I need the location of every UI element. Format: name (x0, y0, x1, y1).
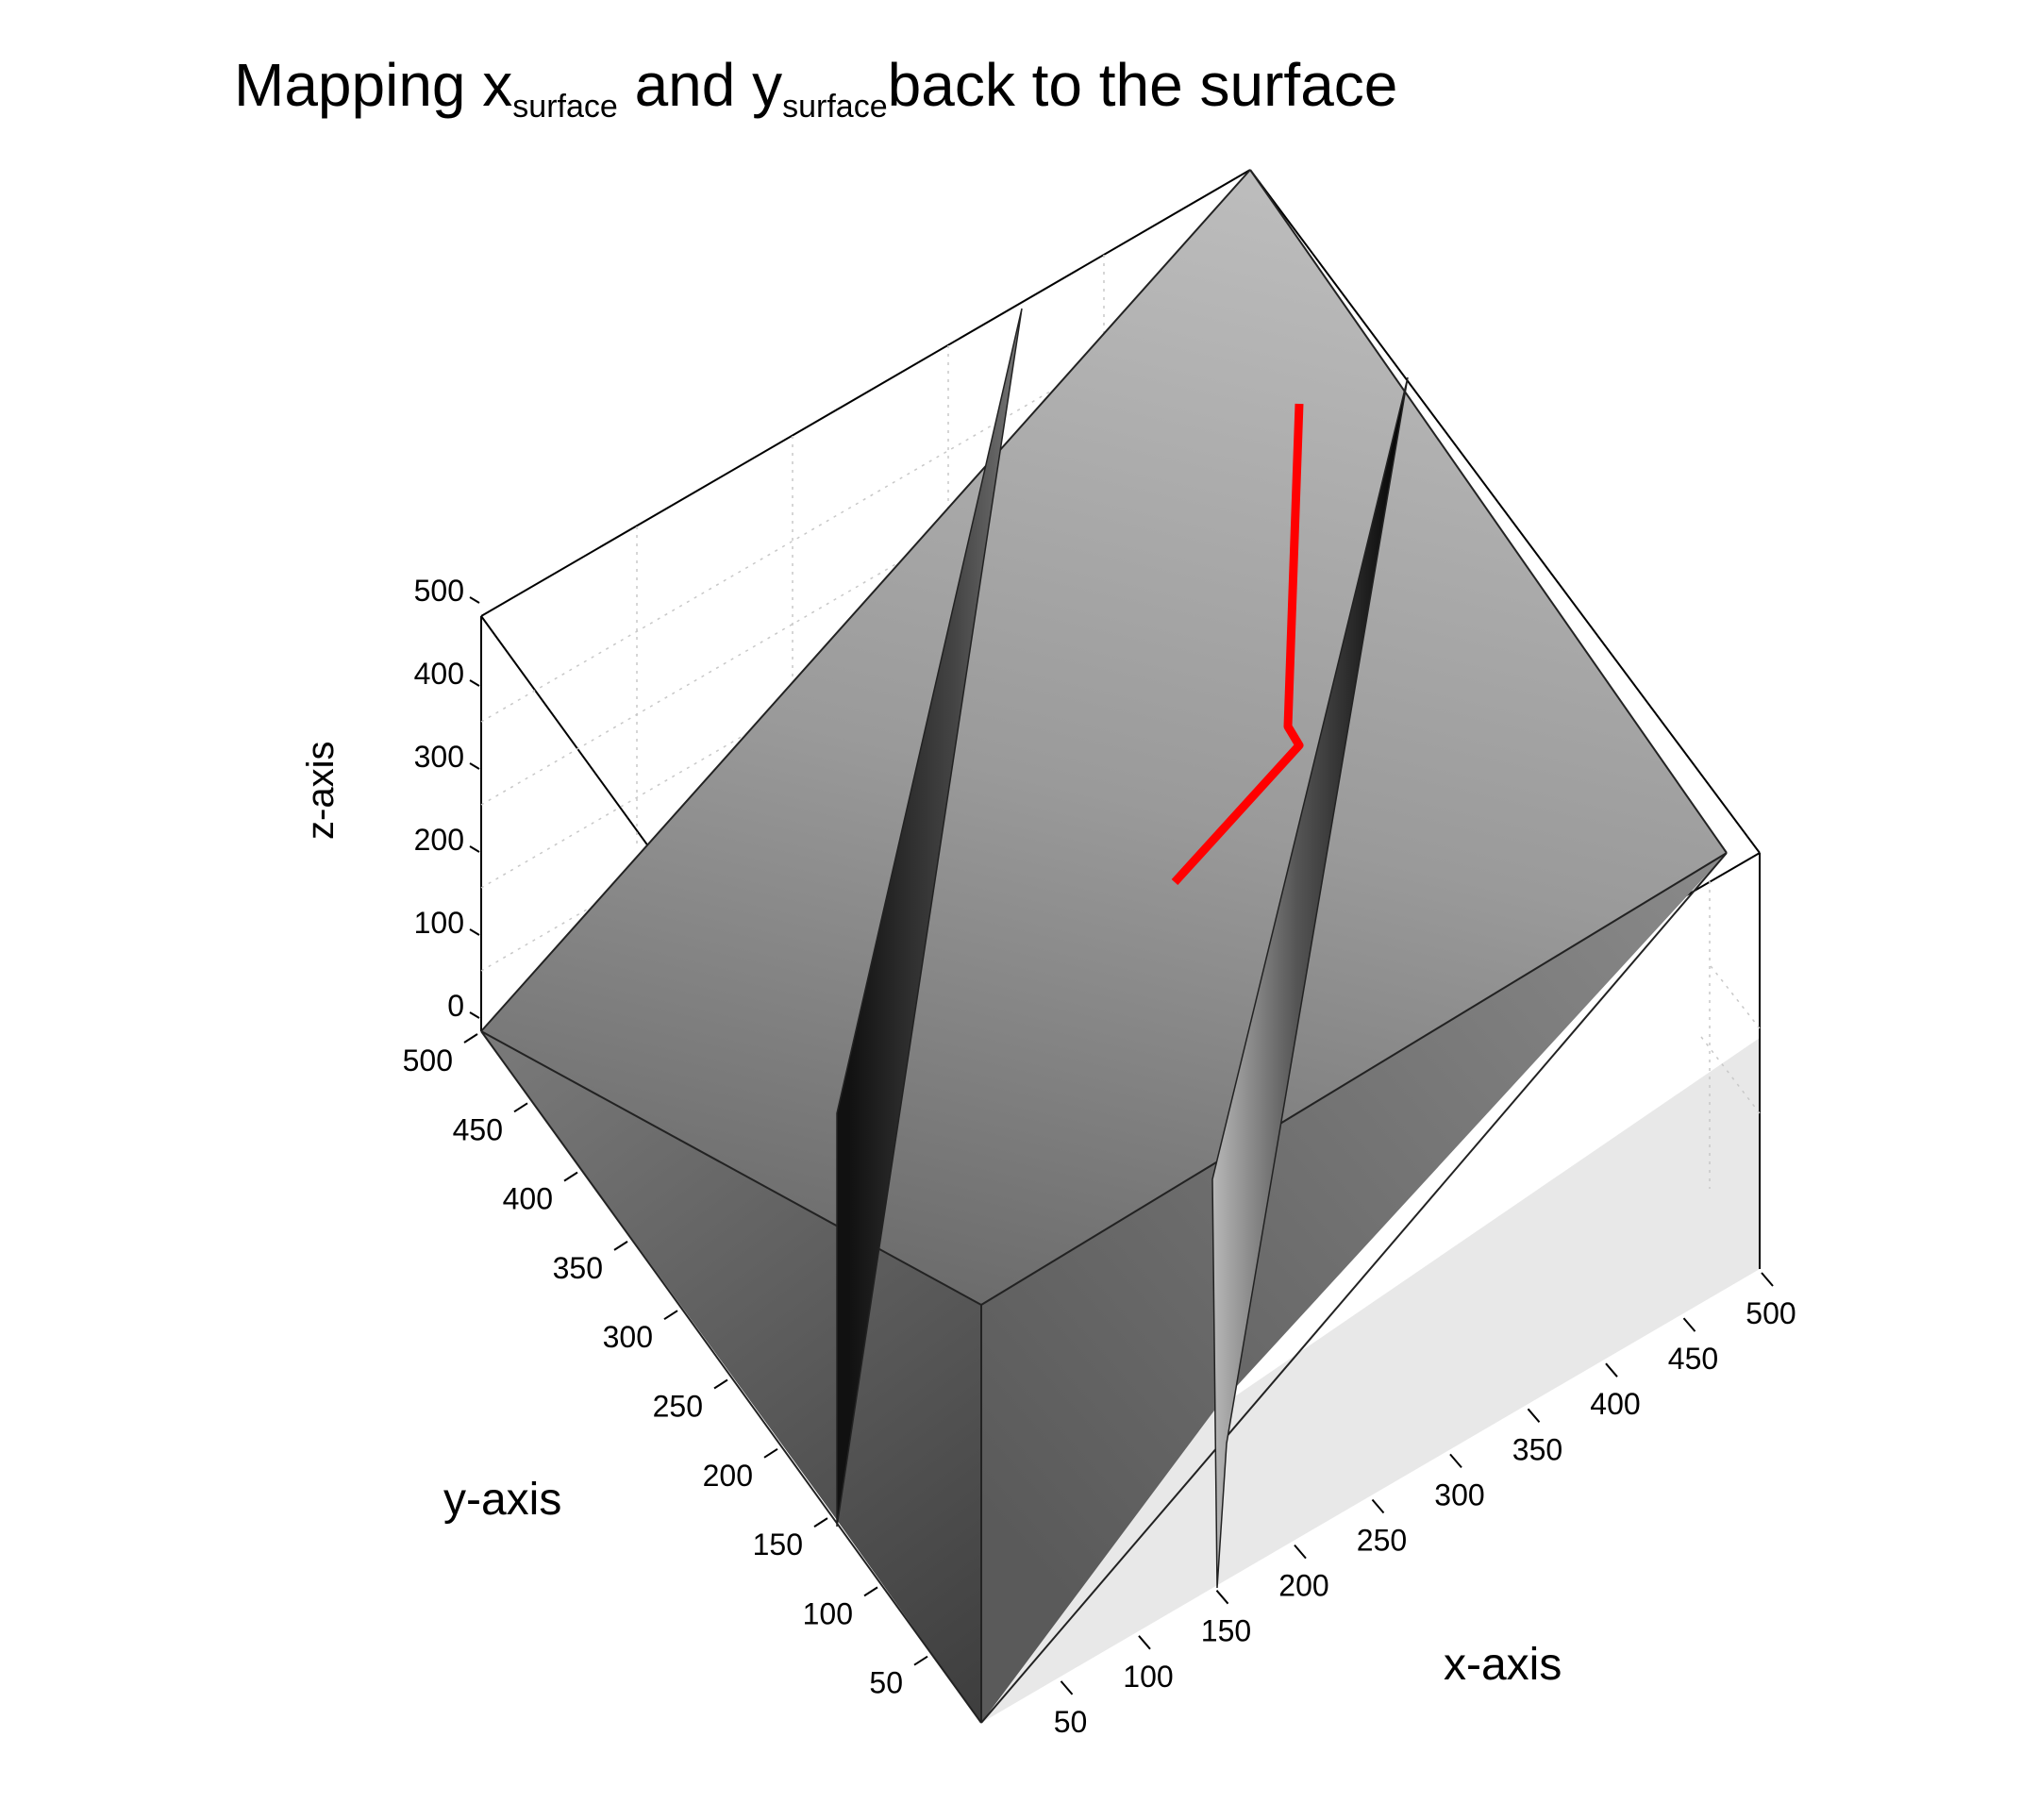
x-tick-label: 300 (1434, 1478, 1484, 1511)
surface-top-face (481, 170, 1727, 1305)
y-tick-mark (813, 1517, 828, 1528)
surface-right-face (981, 853, 1727, 1723)
x-tick-label: 250 (1357, 1524, 1407, 1558)
y-tick-label: 450 (453, 1112, 503, 1146)
y-tick-label: 300 (603, 1320, 653, 1354)
y-tick-mark (613, 1241, 628, 1251)
title-sub-2: surface (782, 89, 888, 125)
z-axis-ticks: 0 100 200 300 400 500 (414, 574, 480, 1023)
x-tick-mark (1449, 1453, 1462, 1469)
wall-left (836, 308, 1023, 1528)
x-axis-label: x-axis (1444, 1640, 1562, 1690)
x-tick-mark (1761, 1272, 1774, 1287)
z-tick-label: 500 (414, 574, 464, 608)
x-tick-mark (1215, 1590, 1229, 1605)
z-tick-mark (469, 679, 480, 687)
x-tick-mark (1294, 1544, 1307, 1560)
y-tick-mark (763, 1447, 778, 1459)
z-tick-label: 100 (414, 906, 464, 940)
y-tick-mark (463, 1033, 478, 1044)
z-tick-label: 400 (414, 657, 464, 691)
z-tick-mark (469, 928, 480, 936)
x-tick-label: 100 (1123, 1660, 1173, 1694)
y-tick-label: 400 (503, 1182, 553, 1216)
y-tick-label: 50 (869, 1666, 903, 1700)
y-tick-label: 250 (653, 1390, 703, 1424)
x-tick-label: 200 (1278, 1569, 1328, 1603)
x-tick-label: 150 (1201, 1614, 1251, 1648)
title-part-3: back to the surface (888, 51, 1398, 119)
y-tick-mark (913, 1655, 928, 1666)
x-tick-mark (1060, 1680, 1074, 1695)
title-part-2: and y (618, 51, 782, 119)
y-tick-label: 350 (553, 1251, 603, 1285)
y-tick-label: 500 (403, 1044, 453, 1077)
title-part-1: Mapping x (234, 51, 512, 119)
wall-right (1211, 376, 1409, 1589)
x-tick-label: 450 (1668, 1342, 1718, 1376)
x-tick-label: 50 (1054, 1705, 1088, 1739)
chart-title: Mapping xsurface and ysurfaceback to the… (234, 51, 1397, 125)
z-tick-mark (469, 596, 480, 604)
y-tick-label: 200 (703, 1459, 753, 1493)
x-tick-label: 500 (1746, 1296, 1796, 1330)
x-tick-label: 350 (1512, 1432, 1562, 1466)
x-tick-mark (1138, 1635, 1151, 1650)
y-tick-mark (863, 1586, 878, 1597)
y-axis-label: y-axis (443, 1475, 561, 1525)
y-tick-label: 100 (803, 1596, 853, 1630)
y-tick-mark (563, 1171, 578, 1182)
y-tick-mark (513, 1102, 528, 1113)
z-tick-label: 0 (447, 989, 464, 1023)
title-sub-1: surface (512, 89, 618, 125)
x-tick-mark (1371, 1498, 1385, 1514)
x-tick-mark (1682, 1317, 1696, 1332)
x-axis-ticks: 50 100 150 200 250 300 350 400 450 500 (1054, 1272, 1796, 1739)
z-axis-label: z-axis (300, 742, 342, 840)
y-tick-mark (663, 1310, 678, 1321)
surface-edges (480, 169, 1728, 1724)
y-tick-mark (713, 1378, 728, 1390)
y-tick-label: 150 (753, 1528, 803, 1561)
z-tick-label: 200 (414, 823, 464, 857)
z-tick-mark (469, 762, 480, 770)
z-tick-mark (469, 845, 480, 853)
x-tick-label: 400 (1590, 1387, 1640, 1421)
surface-left-face (481, 1031, 981, 1723)
mapped-path (1171, 403, 1304, 886)
x-tick-mark (1527, 1408, 1541, 1423)
floor-plane (981, 1038, 1760, 1723)
z-tick-label: 300 (414, 740, 464, 774)
x-tick-mark (1605, 1362, 1618, 1378)
y-axis-ticks: 50 100 150 200 250 300 350 400 450 500 (403, 1033, 928, 1700)
z-tick-mark (469, 1011, 480, 1019)
